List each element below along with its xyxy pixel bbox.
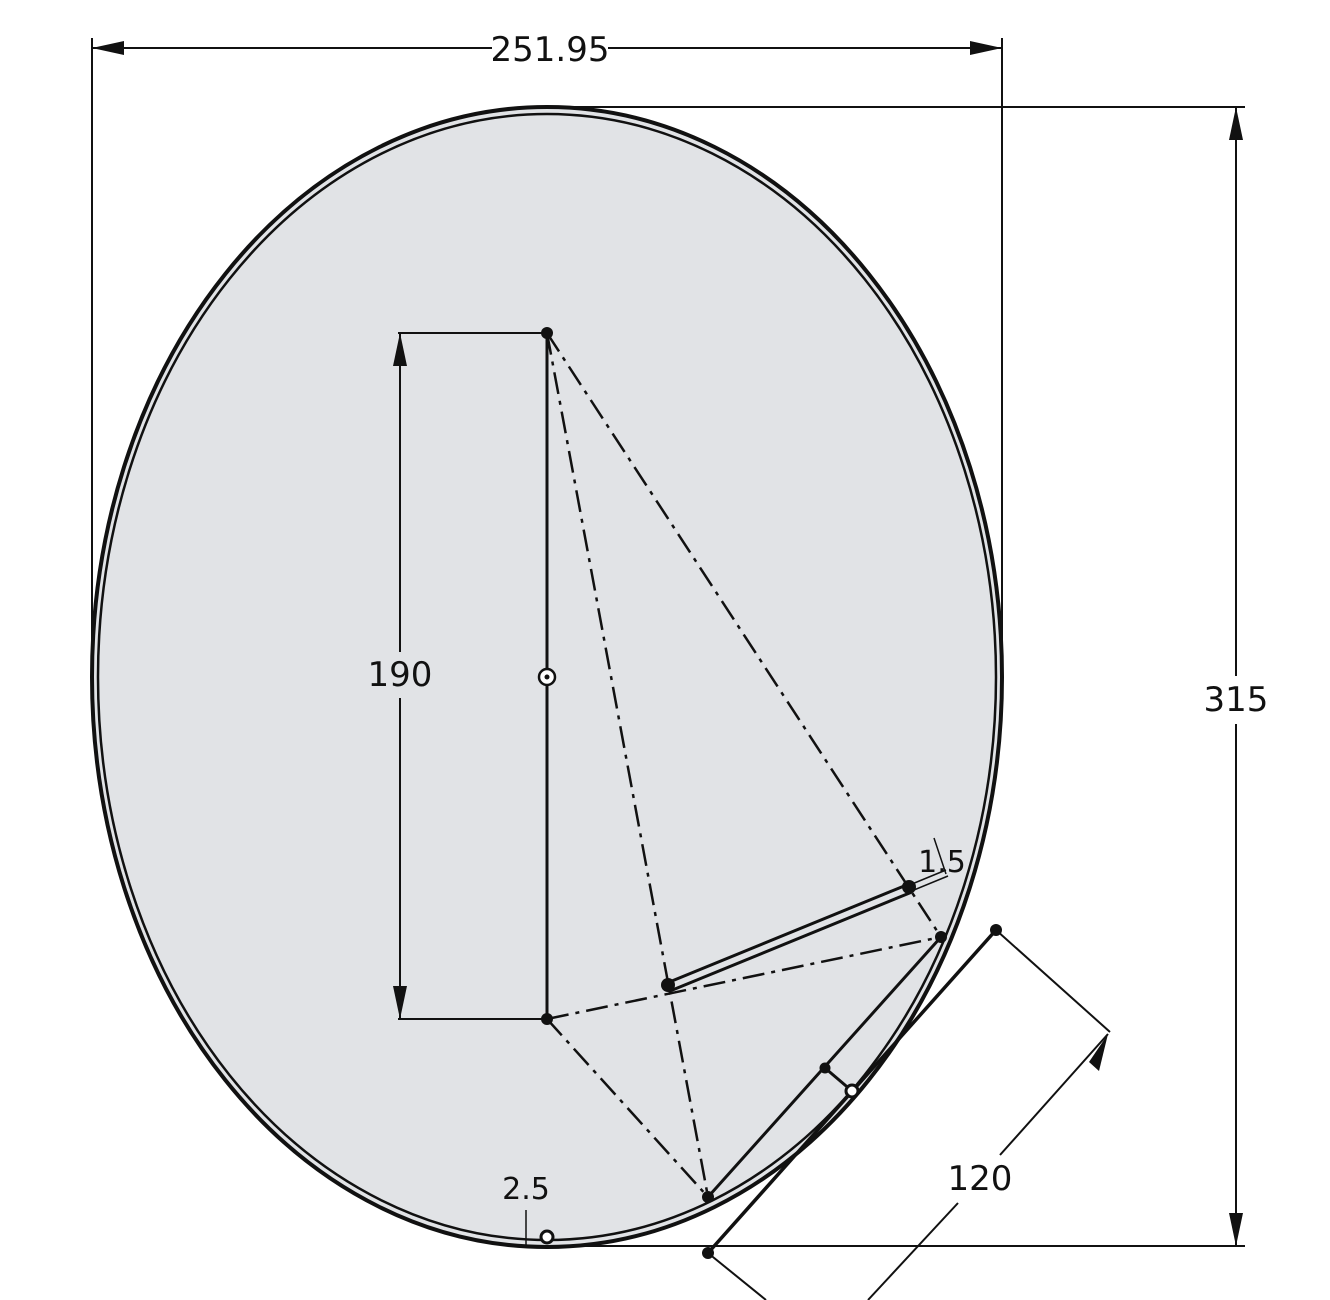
point-lower-contact[interactable]: [702, 1191, 714, 1203]
construction-line-bottom-to-right: [546, 935, 942, 1021]
extension-line-tangent-bottom: [707, 1252, 767, 1300]
rod-line-a[interactable]: [666, 882, 910, 985]
extension-line-tangent-top: [995, 929, 1111, 1033]
dimension-overall-height[interactable]: 315: [547, 106, 1269, 1247]
dimension-label-axis-length: 190: [368, 655, 433, 695]
dimension-axis-length[interactable]: 190: [368, 332, 547, 1020]
dimension-line-tangent-upper: [999, 1033, 1109, 1156]
arrowhead-axis-bottom-icon: [393, 986, 407, 1019]
dimension-overall-width[interactable]: 251.95: [91, 30, 1003, 677]
leader-rod-thickness-b: [913, 875, 949, 891]
dimension-label-tangent-length: 120: [948, 1159, 1013, 1199]
rod-line-b[interactable]: [669, 890, 913, 993]
construction-line-top-to-right: [545, 332, 943, 938]
arrowhead-axis-top-icon: [393, 333, 407, 366]
point-tangent-open[interactable]: [844, 1083, 860, 1099]
dimension-tangent-length[interactable]: 120: [707, 929, 1111, 1300]
point-rod-right[interactable]: [902, 880, 916, 894]
point-tangent-mid[interactable]: [819, 1062, 831, 1074]
construction-lines: [545, 332, 943, 1198]
arrowhead-top-icon: [1229, 107, 1243, 140]
dimension-label-wall-thickness: 2.5: [502, 1172, 550, 1207]
construction-line-bottom-to-lower: [546, 1018, 709, 1198]
arrowhead-left-icon: [92, 41, 124, 55]
dimension-label-overall-width: 251.95: [491, 30, 610, 70]
construction-line-top-to-bottom: [545, 332, 710, 1198]
point-rod-left[interactable]: [661, 978, 675, 992]
arrowhead-tangent-icon: [1089, 1034, 1108, 1071]
arrowhead-bottom-icon: [1229, 1213, 1243, 1246]
center-point-icon[interactable]: [537, 667, 557, 687]
leader-rod-tick: [933, 837, 947, 875]
arrowhead-right-icon: [970, 41, 1002, 55]
point-bottom-open[interactable]: [539, 1229, 555, 1245]
dimension-line-tangent-lower: [867, 1202, 959, 1300]
dimension-rod-thickness[interactable]: 1.5: [911, 837, 966, 891]
dimension-wall-thickness[interactable]: 2.5: [502, 1172, 550, 1246]
dimension-label-overall-height: 315: [1204, 680, 1269, 720]
leader-rod-thickness-a: [911, 869, 947, 885]
point-right-contact[interactable]: [935, 931, 947, 943]
dimension-label-rod-thickness: 1.5: [918, 845, 966, 880]
